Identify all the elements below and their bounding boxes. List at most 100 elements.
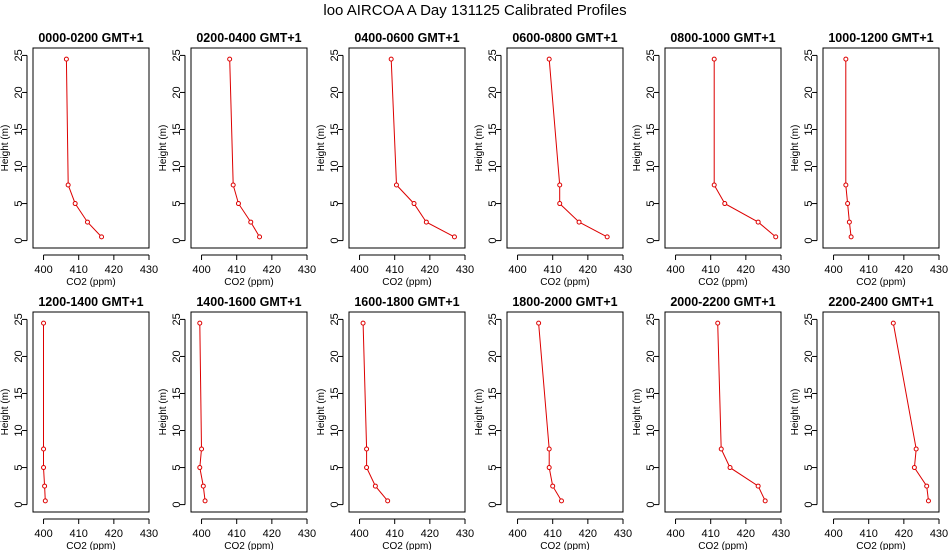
- x-tick-label: 430: [614, 264, 632, 276]
- data-point: [722, 201, 728, 207]
- x-tick-label: 430: [456, 264, 474, 276]
- data-point: [197, 320, 203, 326]
- data-point: [227, 56, 233, 62]
- y-tick-label: 10: [487, 160, 499, 172]
- y-tick-label: 15: [803, 123, 815, 135]
- y-tick-label: 25: [803, 49, 815, 61]
- y-tick-label: 15: [329, 123, 341, 135]
- profile-line: [229, 59, 260, 238]
- plot-frame: [822, 311, 940, 513]
- data-point: [558, 498, 564, 504]
- y-tick-label: 5: [13, 200, 25, 206]
- x-tick-label: 400: [350, 528, 368, 540]
- y-tick-label: 15: [803, 387, 815, 399]
- data-point: [718, 446, 724, 452]
- profile-panel: 1000-1200 GMT+1 400 410 420 430 CO2 (ppm) 0 5 10…: [790, 31, 948, 288]
- x-tick-label: 410: [386, 264, 404, 276]
- y-tick-label: 10: [171, 160, 183, 172]
- data-point: [364, 446, 370, 452]
- y-tick-label: 20: [171, 86, 183, 98]
- profile-line: [845, 59, 852, 237]
- y-tick-label: 0: [645, 238, 657, 244]
- y-tick-label: 20: [171, 350, 183, 362]
- y-tick-label: 5: [487, 200, 499, 206]
- data-point: [557, 201, 563, 207]
- y-tick-label: 0: [487, 502, 499, 508]
- data-point: [755, 483, 761, 489]
- profile-panel: 2000-2200 GMT+1 400 410 420 430 CO2 (ppm) 0 5 10…: [632, 295, 790, 550]
- y-axis-label: Height (m): [316, 389, 327, 436]
- y-tick-label: 20: [645, 350, 657, 362]
- y-tick-label: 0: [329, 238, 341, 244]
- y-tick-label: 15: [13, 387, 25, 399]
- x-tick-label: 430: [298, 264, 316, 276]
- profile-line: [713, 59, 777, 238]
- y-tick-label: 5: [487, 464, 499, 470]
- x-axis-label: CO2 (ppm): [66, 541, 115, 550]
- plot-frame: [506, 47, 624, 249]
- profile-panel: 1600-1800 GMT+1 400 410 420 430 CO2 (ppm) 0 5 10…: [316, 295, 474, 550]
- x-tick-label: 400: [508, 528, 526, 540]
- data-point: [197, 465, 203, 471]
- y-tick-label: 5: [329, 464, 341, 470]
- y-axis-label: Height (m): [474, 125, 485, 172]
- y-tick-label: 15: [645, 387, 657, 399]
- y-tick-label: 10: [803, 424, 815, 436]
- y-tick-label: 15: [171, 387, 183, 399]
- profile-line: [390, 59, 455, 238]
- x-tick-label: 400: [350, 264, 368, 276]
- x-axis-label: CO2 (ppm): [856, 541, 905, 550]
- y-axis-label: Height (m): [0, 125, 11, 172]
- x-tick-label: 420: [105, 264, 123, 276]
- x-tick-label: 400: [34, 264, 52, 276]
- data-point: [72, 201, 78, 207]
- x-tick-label: 400: [666, 264, 684, 276]
- profile-line: [199, 323, 206, 501]
- x-tick-label: 430: [456, 528, 474, 540]
- figure-title: loo AIRCOA A Day 131125 Calibrated Profi…: [323, 2, 626, 19]
- y-tick-label: 10: [803, 160, 815, 172]
- x-tick-label: 420: [105, 528, 123, 540]
- x-tick-label: 400: [824, 264, 842, 276]
- data-point: [536, 320, 542, 326]
- plot-frame: [664, 311, 782, 513]
- x-tick-label: 410: [70, 528, 88, 540]
- data-point: [41, 446, 47, 452]
- data-point: [388, 56, 394, 62]
- x-tick-label: 410: [860, 528, 878, 540]
- x-tick-label: 420: [579, 264, 597, 276]
- y-axis-label: Height (m): [790, 389, 801, 436]
- data-point: [755, 219, 761, 225]
- data-point: [576, 219, 582, 225]
- y-tick-label: 25: [487, 49, 499, 61]
- y-tick-label: 25: [13, 49, 25, 61]
- data-point: [762, 498, 768, 504]
- profile-panel: 0800-1000 GMT+1 400 410 420 430 CO2 (ppm) 0 5 10…: [632, 31, 790, 288]
- y-tick-label: 0: [171, 238, 183, 244]
- data-point: [773, 234, 779, 240]
- x-tick-label: 410: [860, 264, 878, 276]
- profile-line: [43, 323, 46, 501]
- data-point: [42, 483, 48, 489]
- x-tick-label: 430: [140, 264, 158, 276]
- y-tick-label: 10: [329, 160, 341, 172]
- y-tick-label: 25: [171, 49, 183, 61]
- y-tick-label: 20: [329, 350, 341, 362]
- x-tick-label: 420: [895, 264, 913, 276]
- panel-title: 0400-0600 GMT+1: [354, 31, 459, 45]
- x-tick-label: 420: [263, 528, 281, 540]
- x-tick-label: 430: [930, 264, 948, 276]
- y-tick-label: 5: [803, 200, 815, 206]
- x-tick-label: 400: [666, 528, 684, 540]
- data-point: [63, 56, 69, 62]
- data-point: [423, 219, 429, 225]
- y-tick-label: 5: [645, 200, 657, 206]
- y-tick-label: 10: [487, 424, 499, 436]
- data-point: [727, 465, 733, 471]
- x-axis-label: CO2 (ppm): [224, 277, 273, 288]
- x-axis-label: CO2 (ppm): [66, 277, 115, 288]
- y-tick-label: 25: [645, 313, 657, 325]
- panel-title: 2200-2400 GMT+1: [828, 295, 933, 309]
- y-axis-label: Height (m): [474, 389, 485, 436]
- data-point: [911, 465, 917, 471]
